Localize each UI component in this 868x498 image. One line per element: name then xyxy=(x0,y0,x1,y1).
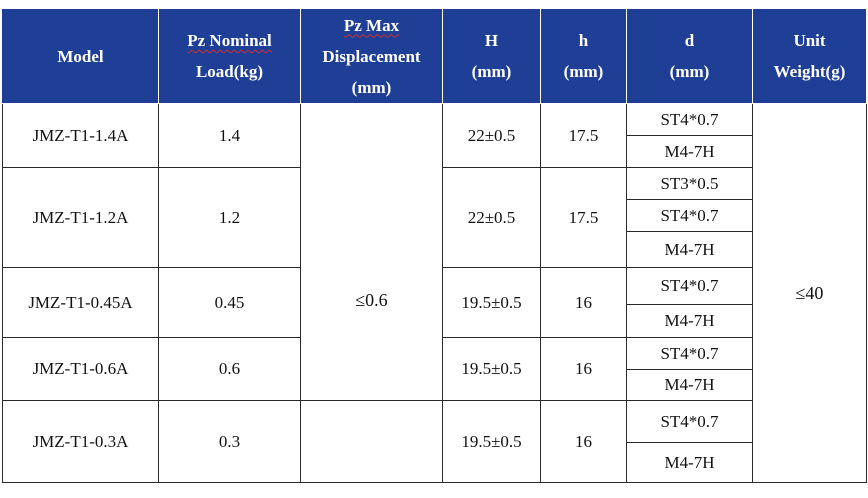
cell-h: 17.5 xyxy=(540,103,627,168)
header-pz-nominal: Pz Nominal Load(kg) xyxy=(158,8,301,104)
cell-d: ST4*0.7 xyxy=(626,400,753,443)
table-row: JMZ-T1-1.2A 1.2 22±0.5 17.5 ST3*0.5 xyxy=(2,167,867,268)
table-row: JMZ-T1-0.6A 0.6 19.5±0.5 16 ST4*0.7 xyxy=(2,337,867,401)
cell-model: JMZ-T1-0.6A xyxy=(2,337,159,401)
cell-d: M4-7H xyxy=(626,369,753,401)
cell-H: 22±0.5 xyxy=(442,167,541,268)
cell-H: 19.5±0.5 xyxy=(442,400,541,483)
top-strip xyxy=(0,0,868,8)
header-row: Model Pz Nominal Load(kg) Pz Max Displac… xyxy=(2,8,867,104)
cell-h: 17.5 xyxy=(540,167,627,268)
table-row: JMZ-T1-0.3A 0.3 19.5±0.5 16 ST4*0.7 xyxy=(2,400,867,483)
header-unit-weight: Unit Weight(g) xyxy=(752,8,867,104)
cell-load: 0.3 xyxy=(158,400,301,483)
header-h: h (mm) xyxy=(540,8,627,104)
header-pz-max-line2: Displacement xyxy=(322,46,421,66)
table-row: M4-7H xyxy=(3,442,867,483)
table-row: M4-7H xyxy=(3,304,867,338)
table-row: M4-7H xyxy=(3,231,867,268)
cell-h: 16 xyxy=(540,400,627,483)
table-row: JMZ-T1-1.4A 1.4 22±0.5 17.5 ST4*0.7 ≤40 xyxy=(2,103,867,483)
cell-model: JMZ-T1-0.45A xyxy=(2,267,159,338)
cell-d: ST4*0.7 xyxy=(626,267,753,305)
cell-pz-max: ≤0.6 xyxy=(300,199,443,401)
cell-d: ST4*0.7 xyxy=(626,103,753,136)
cell-H: 22±0.5 xyxy=(442,103,541,168)
cell-load: 0.6 xyxy=(158,337,301,401)
cell-d: ST4*0.7 xyxy=(626,337,753,370)
cell-pz-max-spacer-top xyxy=(300,103,443,200)
cell-model: JMZ-T1-0.3A xyxy=(2,400,159,483)
cell-load: 1.2 xyxy=(158,167,301,268)
cell-H: 19.5±0.5 xyxy=(442,267,541,338)
header-H: H (mm) xyxy=(442,8,541,104)
cell-d: M4-7H xyxy=(626,135,753,168)
cell-load: 1.4 xyxy=(158,103,301,168)
header-model: Model xyxy=(2,8,159,104)
header-pz-max-line3: (mm) xyxy=(351,77,392,97)
table-row: ≤0.6 ST4*0.7 xyxy=(3,199,867,401)
header-d: d (mm) xyxy=(626,8,753,104)
cell-d: ST4*0.7 xyxy=(626,199,753,232)
cell-unit-weight: ≤40 xyxy=(752,103,867,483)
cell-H: 19.5±0.5 xyxy=(442,337,541,401)
header-pz-max: Pz Max Displacement (mm) xyxy=(300,8,443,104)
spec-table: Model Pz Nominal Load(kg) Pz Max Displac… xyxy=(2,8,867,483)
cell-h: 16 xyxy=(540,267,627,338)
cell-load: 0.45 xyxy=(158,267,301,338)
header-pz-nominal-line2: Load(kg) xyxy=(195,62,264,81)
cell-pz-max-spacer-bottom xyxy=(300,400,443,483)
cell-d: ST3*0.5 xyxy=(626,167,753,200)
cell-model: JMZ-T1-1.4A xyxy=(2,103,159,168)
cell-model: JMZ-T1-1.2A xyxy=(2,167,159,268)
header-pz-nominal-line1: Pz Nominal xyxy=(187,31,272,50)
table-row: JMZ-T1-0.45A 0.45 19.5±0.5 16 ST4*0.7 xyxy=(2,267,867,338)
cell-d: M4-7H xyxy=(626,442,753,483)
cell-d: M4-7H xyxy=(626,304,753,338)
cell-h: 16 xyxy=(540,337,627,401)
header-pz-max-line1: Pz Max xyxy=(343,15,400,35)
table-row: M4-7H xyxy=(3,369,867,401)
table-row: M4-7H xyxy=(3,135,867,168)
cell-d: M4-7H xyxy=(626,231,753,268)
